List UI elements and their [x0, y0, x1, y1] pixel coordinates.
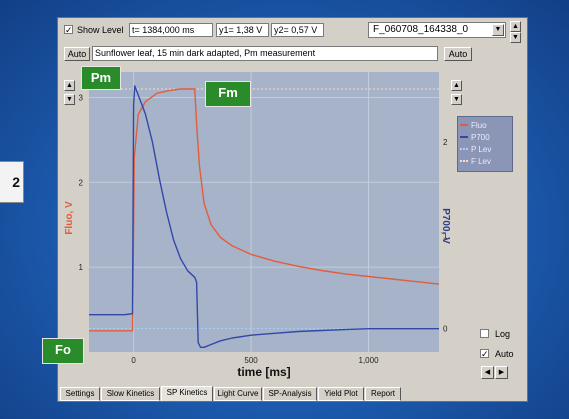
y1-tick-label: 1: [79, 263, 84, 272]
chart-grid: [89, 72, 439, 352]
y2-tick-label: 1: [443, 231, 448, 240]
auto-scale-checkbox[interactable]: ✓: [480, 349, 489, 359]
y1-tick-label: 2: [79, 178, 84, 187]
y2-readout-field: y2= 0,57 V: [271, 23, 324, 37]
chart-legend: Fluo P700 P Lev F Lev: [457, 116, 513, 172]
y2-scale-up-button[interactable]: ▲: [451, 80, 462, 91]
show-level-label: Show Level: [77, 25, 124, 35]
tab-slow-kinetics[interactable]: Slow Kinetics: [101, 387, 160, 401]
y1-scale-down-button[interactable]: ▼: [64, 94, 75, 105]
file-select-value: F_060708_164338_0: [373, 24, 469, 35]
y1-tick-labels: 1 2 3: [79, 93, 84, 272]
legend-item-p700: P700: [460, 131, 510, 143]
pm-annotation: Pm: [81, 66, 121, 90]
y2-axis-label: P700, V: [440, 208, 451, 244]
auto-right-button[interactable]: Auto: [444, 47, 472, 61]
legend-item-fluo: Fluo: [460, 119, 510, 131]
tab-yield-plot[interactable]: Yield Plot: [318, 387, 364, 401]
x-axis-label: time [ms]: [237, 365, 290, 379]
log-checkbox[interactable]: [480, 329, 489, 338]
y1-scale-up-button[interactable]: ▲: [64, 80, 75, 91]
y2-scale-down-button[interactable]: ▼: [451, 94, 462, 105]
file-select[interactable]: F_060708_164338_0 ▼: [368, 22, 506, 38]
series-lines: [89, 85, 440, 348]
time-readout-field: t= 1384,000 ms: [129, 23, 213, 37]
legend-item-f-lev: F Lev: [460, 155, 510, 167]
description-field[interactable]: Sunflower leaf, 15 min dark adapted, Pm …: [92, 46, 438, 61]
kinetics-chart: 1 2 3 0 1 2 0 500 1,000 time [ms] Fluo, V P700…: [64, 72, 451, 379]
chevron-down-icon[interactable]: ▼: [492, 24, 504, 36]
tab-report[interactable]: Report: [365, 387, 401, 401]
fo-annotation: Fo: [42, 338, 84, 364]
log-label: Log: [495, 329, 511, 339]
tab-settings[interactable]: Settings: [60, 387, 100, 401]
side-label-badge: 2: [0, 161, 24, 203]
x-tick-label: 1,000: [359, 356, 380, 365]
y1-readout-field: y1= 1,38 V: [216, 23, 269, 37]
tab-sp-analysis[interactable]: SP-Analysis: [263, 387, 317, 401]
auto-left-button[interactable]: Auto: [64, 47, 90, 61]
kinetics-window: ✓ Show Level t= 1384,000 ms y1= 1,38 V y…: [42, 17, 529, 402]
y1-axis-label: Fluo, V: [64, 201, 75, 235]
legend-item-p-lev: P Lev: [460, 143, 510, 155]
auto-scale-label: Auto: [495, 349, 514, 359]
tab-sp-kinetics[interactable]: SP Kinetics: [161, 386, 213, 401]
tab-bar: Settings Slow Kinetics SP Kinetics Light…: [58, 386, 529, 402]
file-spin-down-button[interactable]: ▼: [510, 32, 521, 43]
scroll-left-button[interactable]: ◀: [481, 366, 494, 379]
file-spin-up-button[interactable]: ▲: [510, 21, 521, 32]
header-row: ✓ Show Level t= 1384,000 ms y1= 1,38 V y…: [62, 21, 522, 43]
y2-tick-label: 0: [443, 325, 448, 334]
tab-light-curve[interactable]: Light Curve: [214, 387, 262, 401]
series-line-fluo: [89, 88, 440, 332]
x-tick-labels: 0 500 1,000: [131, 356, 379, 365]
y1-tick-label: 3: [79, 93, 84, 102]
y2-tick-label: 2: [443, 138, 448, 147]
plot-area[interactable]: [89, 72, 439, 352]
level-lines: [89, 88, 439, 330]
x-tick-label: 500: [244, 356, 258, 365]
series-line-p700: [89, 85, 439, 348]
show-level-checkbox[interactable]: ✓: [64, 25, 73, 35]
y2-tick-labels: 0 1 2: [443, 138, 448, 334]
fm-annotation: Fm: [205, 81, 251, 107]
x-tick-label: 0: [131, 356, 136, 365]
scroll-right-button[interactable]: ▶: [495, 366, 508, 379]
